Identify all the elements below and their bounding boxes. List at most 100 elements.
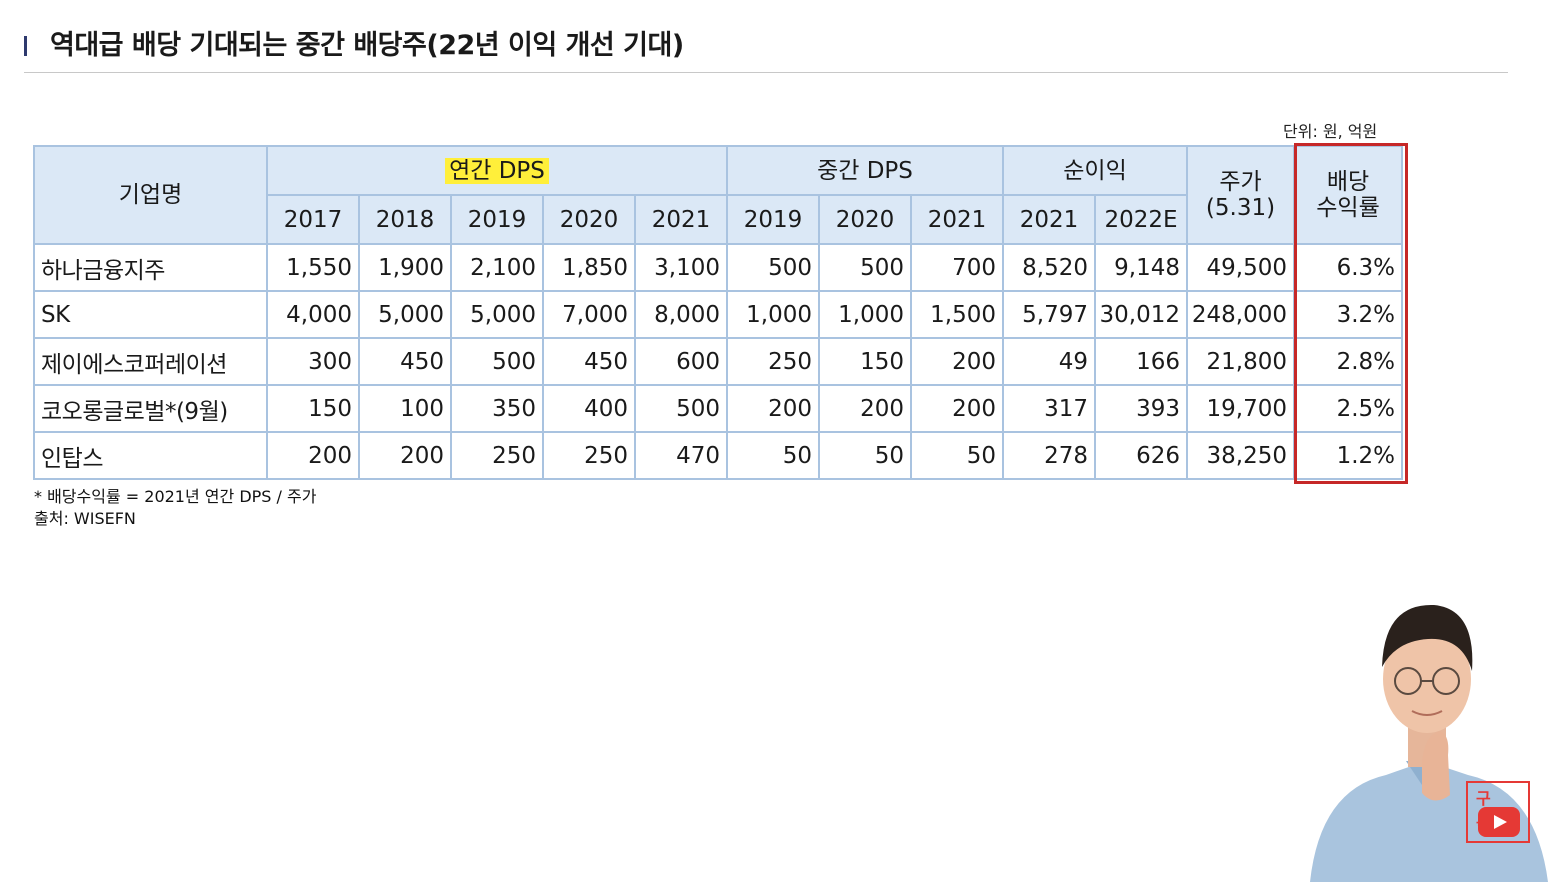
table-notes: * 배당수익률 = 2021년 연간 DPS / 주가 출처: WISEFN [34, 486, 316, 530]
annual-dps-cell: 500 [450, 337, 544, 386]
annual-dps-cell: 150 [266, 384, 360, 433]
interim-dps-cell: 700 [910, 243, 1004, 292]
net-income-cell: 30,012 [1094, 290, 1188, 339]
header-annual-year: 2020 [542, 194, 636, 245]
price-cell: 248,000 [1186, 290, 1295, 339]
table-row: 인탑스 200 200 250 250 470 50 50 50 278 626… [33, 431, 1403, 480]
header-interim-year: 2020 [818, 194, 912, 245]
dividend-table: 기업명 연간 DPS 중간 DPS 순이익 주가 (5.31) 배당 수익률 201… [33, 145, 1403, 480]
header-annual-year: 2018 [358, 194, 452, 245]
yield-header-line2: 수익률 [1316, 195, 1380, 221]
annual-dps-cell: 250 [542, 431, 636, 480]
header-annual-dps: 연간 DPS [266, 145, 728, 196]
yield-header-line1: 배당 [1326, 169, 1370, 195]
net-income-cell: 5,797 [1002, 290, 1096, 339]
net-income-cell: 278 [1002, 431, 1096, 480]
header-income-year: 2022E [1094, 194, 1188, 245]
presenter-image [1300, 585, 1552, 882]
table-row: 코오롱글로벌*(9월) 150 100 350 400 500 200 200 … [33, 384, 1403, 433]
company-name: 인탑스 [33, 431, 268, 480]
annual-dps-cell: 8,000 [634, 290, 728, 339]
annual-dps-cell: 7,000 [542, 290, 636, 339]
annual-dps-highlight: 연간 DPS [445, 157, 549, 184]
yield-cell: 2.5% [1293, 384, 1403, 433]
net-income-cell: 9,148 [1094, 243, 1188, 292]
price-cell: 38,250 [1186, 431, 1295, 480]
header-income-year: 2021 [1002, 194, 1096, 245]
interim-dps-cell: 500 [726, 243, 820, 292]
yield-cell: 2.8% [1293, 337, 1403, 386]
annual-dps-cell: 1,850 [542, 243, 636, 292]
net-income-cell: 166 [1094, 337, 1188, 386]
annual-dps-cell: 450 [542, 337, 636, 386]
annual-dps-cell: 1,900 [358, 243, 452, 292]
annual-dps-cell: 5,000 [358, 290, 452, 339]
play-icon [1478, 807, 1520, 837]
interim-dps-cell: 50 [818, 431, 912, 480]
subscribe-badge[interactable]: 구독 [1466, 781, 1530, 843]
header-annual-year: 2017 [266, 194, 360, 245]
header-company: 기업명 [33, 145, 268, 245]
yield-cell: 6.3% [1293, 243, 1403, 292]
annual-dps-cell: 100 [358, 384, 452, 433]
unit-note: 단위: 원, 억원 [1283, 122, 1378, 141]
table-row: 제이에스코퍼레이션 300 450 500 450 600 250 150 20… [33, 337, 1403, 386]
net-income-cell: 393 [1094, 384, 1188, 433]
annual-dps-cell: 200 [358, 431, 452, 480]
header-interim-dps: 중간 DPS [726, 145, 1004, 196]
company-name: SK [33, 290, 268, 339]
header-annual-year: 2019 [450, 194, 544, 245]
price-header-line2: (5.31) [1205, 195, 1276, 221]
footnote: * 배당수익률 = 2021년 연간 DPS / 주가 [34, 487, 317, 506]
header-interim-year: 2019 [726, 194, 820, 245]
interim-dps-cell: 50 [726, 431, 820, 480]
net-income-cell: 626 [1094, 431, 1188, 480]
annual-dps-cell: 200 [266, 431, 360, 480]
interim-dps-cell: 50 [910, 431, 1004, 480]
annual-dps-cell: 500 [634, 384, 728, 433]
annual-dps-cell: 400 [542, 384, 636, 433]
interim-dps-cell: 250 [726, 337, 820, 386]
annual-dps-cell: 600 [634, 337, 728, 386]
annual-dps-cell: 450 [358, 337, 452, 386]
interim-dps-cell: 500 [818, 243, 912, 292]
annual-dps-cell: 5,000 [450, 290, 544, 339]
annual-dps-cell: 250 [450, 431, 544, 480]
header-interim-year: 2021 [910, 194, 1004, 245]
price-cell: 19,700 [1186, 384, 1295, 433]
interim-dps-cell: 150 [818, 337, 912, 386]
price-cell: 49,500 [1186, 243, 1295, 292]
interim-dps-cell: 1,000 [818, 290, 912, 339]
interim-dps-cell: 200 [910, 337, 1004, 386]
price-header-line1: 주가 [1219, 169, 1262, 195]
interim-dps-cell: 1,500 [910, 290, 1004, 339]
interim-dps-cell: 200 [818, 384, 912, 433]
yield-cell: 3.2% [1293, 290, 1403, 339]
interim-dps-cell: 1,000 [726, 290, 820, 339]
annual-dps-cell: 4,000 [266, 290, 360, 339]
interim-dps-cell: 200 [910, 384, 1004, 433]
net-income-cell: 49 [1002, 337, 1096, 386]
company-name: 하나금융지주 [33, 243, 268, 292]
annual-dps-cell: 470 [634, 431, 728, 480]
table-row: SK 4,000 5,000 5,000 7,000 8,000 1,000 1… [33, 290, 1403, 339]
slide-title: 역대급 배당 기대되는 중간 배당주(22년 이익 개선 기대) [50, 30, 684, 61]
net-income-cell: 317 [1002, 384, 1096, 433]
table-row: 하나금융지주 1,550 1,900 2,100 1,850 3,100 500… [33, 243, 1403, 292]
header-yield: 배당 수익률 [1293, 145, 1403, 245]
slide-title-bar: 역대급 배당 기대되는 중간 배당주(22년 이익 개선 기대) [24, 28, 1508, 73]
presenter-illustration [1310, 604, 1548, 882]
source-note: 출처: WISEFN [34, 509, 136, 528]
title-accent-bar [24, 36, 27, 56]
price-cell: 21,800 [1186, 337, 1295, 386]
net-income-cell: 8,520 [1002, 243, 1096, 292]
header-net-income: 순이익 [1002, 145, 1188, 196]
yield-cell: 1.2% [1293, 431, 1403, 480]
annual-dps-cell: 1,550 [266, 243, 360, 292]
company-name: 제이에스코퍼레이션 [33, 337, 268, 386]
annual-dps-cell: 350 [450, 384, 544, 433]
interim-dps-cell: 200 [726, 384, 820, 433]
annual-dps-cell: 2,100 [450, 243, 544, 292]
annual-dps-cell: 300 [266, 337, 360, 386]
header-price: 주가 (5.31) [1186, 145, 1295, 245]
